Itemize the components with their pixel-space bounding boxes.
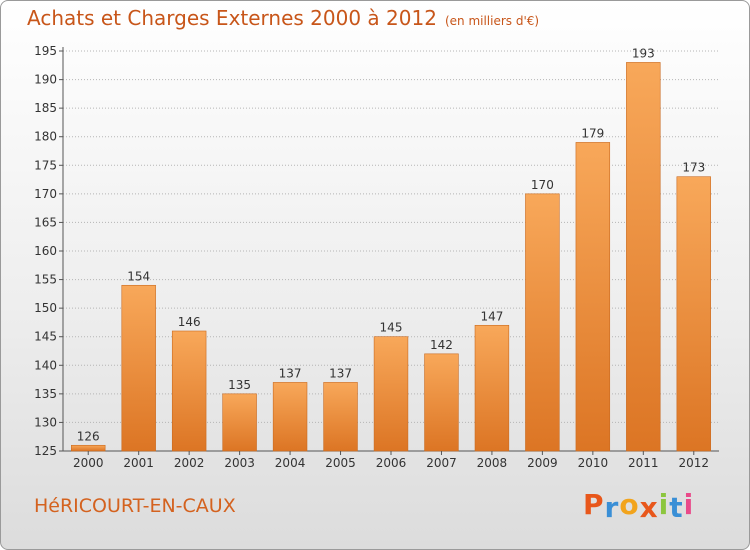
y-tick-label: 195: [34, 44, 57, 58]
bar-2006: [373, 336, 409, 452]
logo-letter: i: [658, 488, 670, 521]
data-label-2003: 135: [228, 378, 251, 392]
bar-2008: [474, 324, 510, 452]
x-tick-label-2007: 2007: [426, 456, 457, 470]
bar-2010: [575, 142, 611, 452]
bar-2007: [424, 353, 459, 452]
data-label-2008: 147: [480, 309, 503, 323]
y-tick-label: 155: [34, 273, 57, 287]
x-tick-label-2006: 2006: [376, 456, 407, 470]
data-label-2007: 142: [430, 338, 453, 352]
x-tick-label-2009: 2009: [527, 456, 558, 470]
y-tick-label: 125: [34, 444, 57, 458]
data-label-2012: 173: [682, 161, 705, 175]
x-tick-label-2003: 2003: [224, 456, 255, 470]
logo-letter: P: [583, 488, 605, 521]
bar-2001: [121, 284, 156, 452]
y-tick-label: 150: [34, 301, 57, 315]
bar-2002: [171, 330, 207, 452]
data-label-2009: 170: [531, 178, 554, 192]
y-tick-label: 185: [34, 101, 57, 115]
x-tick-label-2012: 2012: [678, 456, 709, 470]
logo-letter: t: [669, 491, 684, 524]
bar-2011: [626, 62, 661, 452]
chart-title: Achats et Charges Externes 2000 à 2012 (e…: [27, 6, 539, 30]
x-tick-label-2002: 2002: [174, 456, 205, 470]
bar-2000: [71, 444, 106, 452]
data-label-2004: 137: [279, 366, 302, 380]
bar-2003: [222, 393, 257, 452]
proxiti-logo: Proxiti: [583, 488, 695, 524]
bar-2009: [525, 193, 560, 452]
logo-letter: r: [604, 491, 620, 524]
logo-letter: x: [639, 491, 659, 524]
y-tick-label: 140: [34, 358, 57, 372]
y-tick-label: 190: [34, 73, 57, 87]
x-tick-label-2000: 2000: [73, 456, 104, 470]
data-label-2006: 145: [380, 321, 403, 335]
bar-2005: [323, 382, 358, 452]
y-tick-label: 165: [34, 215, 57, 229]
chart-subtitle: (en milliers d'€): [444, 14, 540, 28]
logo-letter: o: [619, 488, 640, 521]
data-label-2000: 126: [77, 429, 100, 443]
data-label-2001: 154: [127, 269, 150, 283]
data-label-2011: 193: [632, 46, 655, 60]
chart-title-text: Achats et Charges Externes 2000 à 2012: [27, 6, 437, 30]
x-tick-label-2001: 2001: [123, 456, 154, 470]
city-name: HéRICOURT-EN-CAUX: [34, 495, 236, 517]
y-tick-label: 180: [34, 130, 57, 144]
data-label-2002: 146: [178, 315, 201, 329]
logo-letter: i: [683, 488, 695, 521]
data-label-2005: 137: [329, 366, 352, 380]
y-tick-label: 175: [34, 158, 57, 172]
x-tick-label-2010: 2010: [578, 456, 609, 470]
bar-2004: [272, 382, 308, 452]
y-tick-label: 135: [34, 387, 57, 401]
y-tick-label: 160: [34, 244, 57, 258]
x-tick-label-2008: 2008: [477, 456, 508, 470]
data-label-2010: 179: [581, 126, 604, 140]
y-tick-label: 130: [34, 415, 57, 429]
y-tick-label: 170: [34, 187, 57, 201]
x-tick-label-2011: 2011: [628, 456, 659, 470]
x-tick-label-2004: 2004: [275, 456, 306, 470]
bar-2012: [676, 176, 711, 452]
y-tick-label: 145: [34, 330, 57, 344]
x-tick-label-2005: 2005: [325, 456, 356, 470]
